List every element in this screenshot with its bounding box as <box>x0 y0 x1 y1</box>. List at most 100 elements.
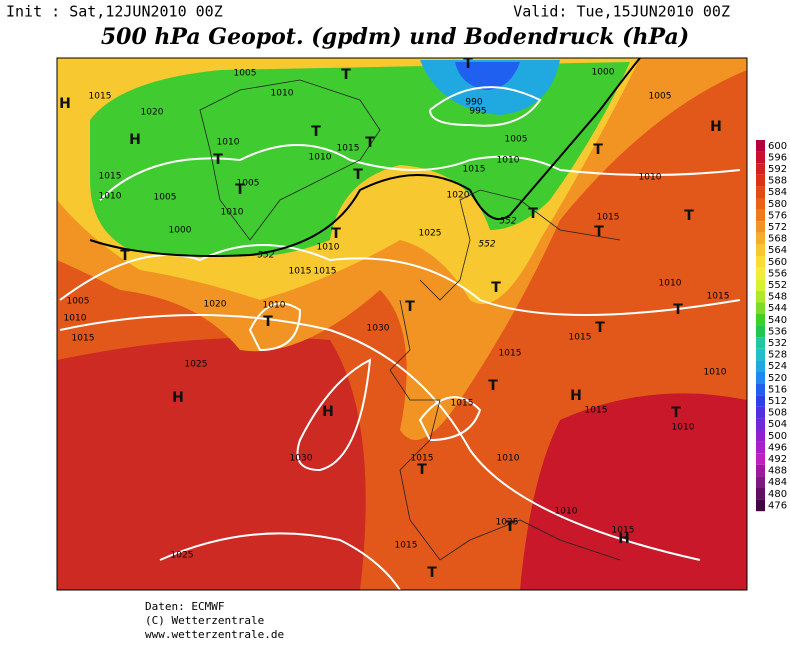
isobar-label: 1015 <box>463 165 486 175</box>
colorbar-label: 484 <box>768 477 787 488</box>
isobar-label: 1005 <box>67 297 90 307</box>
isobar-label: 1010 <box>263 301 286 311</box>
colorbar-swatch <box>756 279 765 291</box>
colorbar-label: 592 <box>768 164 787 175</box>
colorbar-swatch <box>756 418 765 430</box>
colorbar-swatch <box>756 360 765 372</box>
colorbar-swatch <box>756 430 765 442</box>
isobar-label: 1010 <box>64 314 87 324</box>
colorbar-swatch <box>756 464 765 477</box>
coastlines <box>199 79 621 561</box>
pressure-system: T <box>463 56 473 72</box>
pressure-system: T <box>405 299 415 315</box>
colorbar-label: 560 <box>768 257 787 268</box>
colorbar-label: 572 <box>768 222 787 233</box>
isobar-label: 1010 <box>317 243 340 253</box>
colorbar-label: 556 <box>768 268 787 279</box>
isobar-label: 1015 <box>72 334 95 344</box>
colorbar-swatch <box>756 290 765 303</box>
map-field <box>57 58 747 590</box>
colorbar-label: 516 <box>768 384 787 395</box>
footer-line: Daten: ECMWF <box>145 600 224 613</box>
pressure-system: H <box>618 531 630 547</box>
colorbar-swatch <box>756 372 765 384</box>
colorbar-swatch <box>756 244 765 256</box>
isobar-label: 1010 <box>99 192 122 202</box>
pressure-system: T <box>331 226 341 242</box>
pressure-system: T <box>684 208 694 224</box>
colorbar-label: 524 <box>768 361 787 372</box>
isobar-label: 1015 <box>707 292 730 302</box>
colorbar-label: 564 <box>768 245 787 256</box>
isobar-label: 1020 <box>141 108 164 118</box>
colorbar-swatch <box>756 267 765 280</box>
pressure-system: T <box>263 314 273 330</box>
contour-label: 552 <box>257 251 274 261</box>
colorbar-swatch <box>756 337 765 349</box>
isobar-label: 1025 <box>496 518 519 528</box>
isobar-label: 1010 <box>271 89 294 99</box>
colorbar-label: 576 <box>768 210 787 221</box>
colorbar-swatch <box>756 453 765 465</box>
colorbar-label: 504 <box>768 419 787 430</box>
colorbar-label: 512 <box>768 396 787 407</box>
isobar-label: 1015 <box>395 541 418 551</box>
isobar-label: 1030 <box>367 324 390 334</box>
colorbar-label: 544 <box>768 303 787 314</box>
colorbar-swatch <box>756 383 765 396</box>
colorbar-label: 520 <box>768 373 787 384</box>
isobar-label: 1010 <box>217 138 240 148</box>
isobar-label: 1015 <box>337 144 360 154</box>
isobar-label: 1000 <box>169 226 192 236</box>
isobar-label: 1010 <box>704 368 727 378</box>
pressure-system: T <box>120 248 130 264</box>
valid-time: Valid: Tue,15JUN2010 00Z <box>513 3 730 21</box>
field-south-east <box>520 393 747 590</box>
isobar-label: 1015 <box>314 267 337 277</box>
colorbar-label: 476 <box>768 500 787 511</box>
isobar-label: 1000 <box>592 68 615 78</box>
colorbar-swatch <box>756 488 765 500</box>
pressure-system: T <box>365 135 375 151</box>
pressure-system: H <box>710 119 722 135</box>
contour-label: 552 <box>499 217 516 227</box>
colorbar-label: 540 <box>768 315 787 326</box>
contour-label: 552 <box>478 240 495 250</box>
pressure-system: T <box>488 378 498 394</box>
colorbar-swatch <box>756 198 765 210</box>
colorbar-label: 500 <box>768 431 787 442</box>
colorbar-swatch <box>756 174 765 187</box>
isobar-label: 1005 <box>649 92 672 102</box>
colorbar-swatch <box>756 314 765 326</box>
colorbar-label: 532 <box>768 338 787 349</box>
isobar-label: 990 <box>465 98 482 108</box>
contour-552 <box>89 58 641 257</box>
isobar-label: 1010 <box>639 173 662 183</box>
pressure-system: T <box>427 565 437 581</box>
colorbar-swatch <box>756 348 765 361</box>
colorbar-swatch <box>756 499 765 512</box>
colorbar-swatch <box>756 151 765 164</box>
isobar-label: 1015 <box>499 349 522 359</box>
isobar-label: 1005 <box>154 193 177 203</box>
isobar-label: 1010 <box>497 156 520 166</box>
isobar-label: 1010 <box>659 279 682 289</box>
pressure-system: T <box>505 519 515 535</box>
colorbar-label: 488 <box>768 466 787 477</box>
isobar-label: 1025 <box>185 360 208 370</box>
colorbar-label: 588 <box>768 176 787 187</box>
isobar-label: 1010 <box>497 454 520 464</box>
colorbar-swatch <box>756 221 765 233</box>
colorbar-swatch <box>756 209 765 222</box>
pressure-system: T <box>528 206 538 222</box>
pressure-system: T <box>491 280 501 296</box>
colorbar-label: 508 <box>768 408 787 419</box>
colorbar-swatch <box>756 140 765 152</box>
isobar-label: 1015 <box>597 213 620 223</box>
colorbar-swatch <box>756 476 765 488</box>
colorbar-swatch <box>756 256 765 268</box>
isobar-label: 1025 <box>171 551 194 561</box>
pressure-system: H <box>322 404 334 420</box>
pressure-system: T <box>594 224 604 240</box>
